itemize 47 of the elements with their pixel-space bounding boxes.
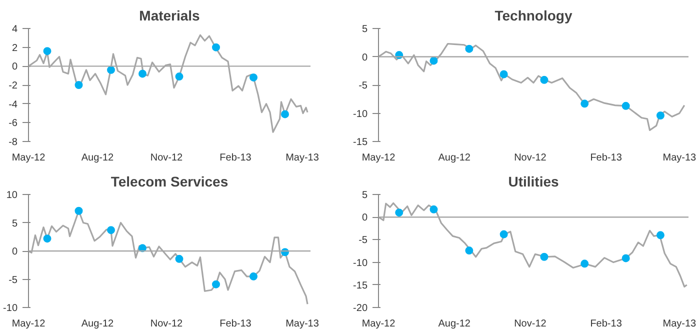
chart-title: Materials bbox=[139, 8, 200, 24]
x-tick-label: Feb-13 bbox=[220, 152, 252, 164]
y-tick-label: -5 bbox=[8, 274, 18, 286]
y-tick-label: -10 bbox=[353, 108, 368, 120]
y-tick-label: -15 bbox=[353, 280, 368, 292]
y-tick-label: 5 bbox=[12, 218, 18, 230]
y-tick-label: -10 bbox=[3, 303, 18, 314]
y-tick-label: 10 bbox=[6, 190, 18, 201]
y-tick-label: -5 bbox=[358, 235, 368, 246]
y-tick-label: 0 bbox=[12, 246, 18, 258]
y-tick-label: -15 bbox=[353, 137, 368, 148]
x-tick-label: Feb-13 bbox=[590, 318, 622, 330]
x-tick-label: Nov-12 bbox=[150, 152, 184, 164]
y-tick-label: -6 bbox=[8, 118, 18, 130]
x-tick-label: May-12 bbox=[12, 318, 46, 330]
x-tick-label: Nov-12 bbox=[514, 152, 547, 164]
x-tick-label: May-13 bbox=[286, 318, 320, 330]
y-tick-label: 2 bbox=[12, 42, 18, 54]
chart-title: Utilities bbox=[508, 174, 559, 190]
x-tick-label: May-13 bbox=[286, 152, 320, 164]
y-tick-label: 0 bbox=[12, 62, 18, 73]
y-tick-label: -8 bbox=[8, 137, 18, 148]
x-tick-label: Feb-13 bbox=[590, 152, 622, 164]
x-tick-label: May-13 bbox=[662, 318, 697, 330]
x-tick-label: Feb-13 bbox=[220, 318, 252, 330]
x-tick-label: Aug-12 bbox=[81, 318, 114, 330]
y-tick-label: 0 bbox=[362, 52, 368, 64]
y-tick-label: 0 bbox=[362, 212, 368, 224]
chart-title: Telecom Services bbox=[110, 174, 228, 190]
y-tick-label: 4 bbox=[12, 24, 18, 35]
y-tick-label: 5 bbox=[362, 190, 368, 201]
y-tick-label: -20 bbox=[353, 303, 368, 314]
y-tick-label: -10 bbox=[353, 258, 368, 269]
x-tick-label: Aug-12 bbox=[438, 318, 471, 330]
y-tick-label: -2 bbox=[8, 80, 18, 92]
x-tick-label: Aug-12 bbox=[438, 152, 471, 164]
x-tick-label: May-12 bbox=[12, 152, 46, 164]
x-tick-label: Nov-12 bbox=[514, 318, 547, 330]
y-tick-label: -4 bbox=[8, 99, 18, 110]
x-tick-label: Nov-12 bbox=[150, 318, 184, 330]
x-tick-label: May-13 bbox=[662, 152, 697, 164]
x-tick-label: Aug-12 bbox=[81, 152, 114, 164]
x-tick-label: May-12 bbox=[362, 318, 396, 330]
x-tick-label: May-12 bbox=[362, 152, 396, 164]
chart-title: Technology bbox=[494, 8, 572, 24]
y-tick-label: -5 bbox=[358, 80, 368, 92]
y-tick-label: 5 bbox=[362, 24, 368, 35]
